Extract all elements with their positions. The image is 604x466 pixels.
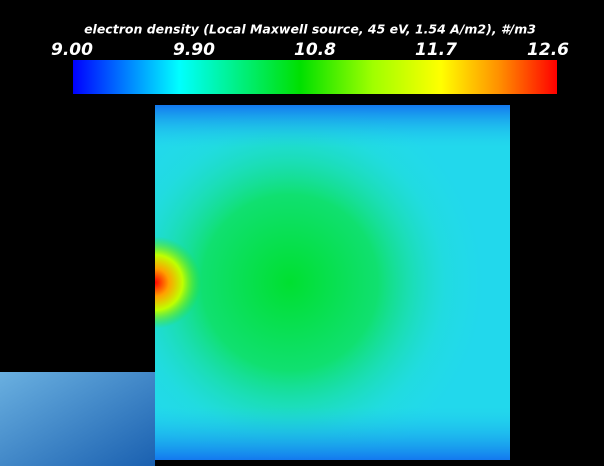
colorbar-tick-label: 11.7 — [415, 40, 457, 60]
field-plot — [155, 105, 510, 460]
colorbar — [73, 60, 557, 94]
background-window — [0, 372, 155, 466]
colorbar-tick-label: 10.8 — [294, 40, 336, 60]
chart: electron density (Local Maxwell source, … — [0, 0, 604, 466]
colorbar-title: electron density (Local Maxwell source, … — [84, 22, 536, 37]
colorbar-tick-label: 9.00 — [51, 40, 93, 60]
colorbar-tick-label: 9.90 — [173, 40, 215, 60]
colorbar-tick-label: 12.6 — [527, 40, 569, 60]
